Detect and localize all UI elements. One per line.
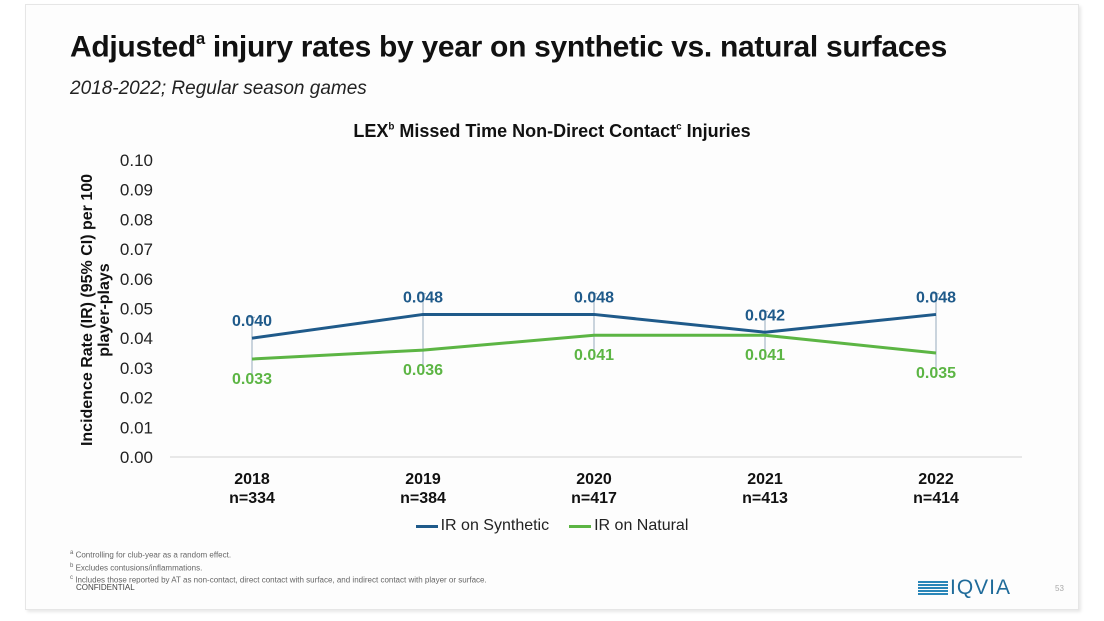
confidential-label: CONFIDENTIAL: [76, 583, 135, 592]
slide-subtitle: 2018-2022; Regular season games: [70, 78, 367, 99]
x-tick-sample-size: n=334: [229, 490, 275, 507]
x-tick-label: 2021: [747, 471, 783, 488]
x-tick-label: 2022: [918, 471, 954, 488]
footnote-c: c Includes those reported by AT as non-c…: [70, 573, 487, 586]
series-lines: [251, 312, 937, 361]
x-tick-sample-size: n=414: [913, 490, 959, 507]
logo-bars-icon: [918, 581, 948, 595]
data-label-synthetic: 0.040: [232, 313, 272, 330]
y-tick-label: 0.08: [120, 210, 153, 229]
page-number: 53: [1055, 584, 1064, 593]
data-label-natural: 0.033: [232, 371, 272, 388]
slide-frame: [25, 4, 1079, 610]
logo-text: IQVIA: [950, 576, 1012, 599]
data-label-synthetic: 0.042: [745, 307, 785, 324]
y-tick-label: 0.06: [120, 270, 153, 289]
legend-swatch-natural: [569, 524, 592, 528]
series-line-natural: [251, 333, 937, 361]
chart-title-footnote-c: c: [676, 121, 682, 133]
series-line-synthetic: [251, 312, 937, 340]
chart-title-part: LEX: [353, 121, 389, 141]
title-text: Adjusted: [70, 30, 196, 64]
data-label-synthetic: 0.048: [403, 289, 443, 306]
slide-title: Adjusteda injury rates by year on synthe…: [70, 30, 947, 64]
error-bars: [249, 293, 939, 383]
data-labels: 0.040 0.048 0.048 0.042 0.048 0.033 0.036 0.041…: [232, 289, 956, 388]
legend-label: IR on Synthetic: [440, 517, 550, 534]
x-tick-label: 2018: [234, 471, 270, 488]
data-label-synthetic: 0.048: [916, 289, 956, 306]
y-tick-label: 0.04: [120, 329, 153, 348]
title-text-rest: injury rates by year on synthetic vs. na…: [204, 30, 947, 64]
legend-swatch-synthetic: [415, 524, 438, 528]
legend-item-synthetic[interactable]: IR on Synthetic: [415, 517, 550, 535]
legend-item-natural[interactable]: IR on Natural: [569, 517, 688, 535]
data-label-natural: 0.035: [916, 365, 956, 382]
footnotes: a Controlling for club-year as a random …: [70, 548, 487, 586]
legend-label: IR on Natural: [594, 517, 689, 534]
footnote-mark: b: [70, 562, 74, 569]
x-axis-ticks: 2018 n=334 2019 n=384 2020 n=417 2021 n=413 2022…: [229, 471, 959, 507]
x-tick-sample-size: n=384: [400, 490, 446, 507]
y-tick-label: 0.09: [120, 181, 153, 200]
y-tick-label: 0.05: [120, 300, 153, 319]
y-axis-label: Incidence Rate (IR) (95% CI) per 100 play…: [79, 174, 113, 446]
chart-title-footnote-b: b: [388, 121, 395, 133]
y-axis-label-line: player-plays: [96, 263, 113, 356]
x-tick-label: 2020: [576, 471, 612, 488]
x-tick-sample-size: n=413: [742, 490, 788, 507]
y-axis-label-line: Incidence Rate (IR) (95% CI) per 100: [79, 174, 96, 446]
iqvia-logo: IQVIA: [918, 576, 1011, 600]
data-label-natural: 0.036: [403, 362, 443, 379]
title-footnote-mark: a: [195, 30, 205, 48]
chart-legend: IR on Synthetic IR on Natural: [0, 517, 1104, 535]
footnote-mark: c: [70, 575, 73, 582]
x-tick-sample-size: n=417: [571, 490, 617, 507]
y-tick-label: 0.01: [120, 418, 153, 437]
data-label-synthetic: 0.048: [574, 289, 614, 306]
x-tick-label: 2019: [405, 471, 441, 488]
chart-title-part: Missed Time Non-Direct Contact: [394, 121, 677, 141]
data-label-natural: 0.041: [745, 347, 785, 364]
y-tick-label: 0.00: [120, 448, 153, 467]
chart-title: LEXb Missed Time Non-Direct Contactc Inj…: [0, 121, 1104, 142]
footnote-b: b Excludes contusions/inflammations.: [70, 561, 487, 574]
y-tick-label: 0.02: [120, 389, 153, 408]
data-label-natural: 0.041: [574, 347, 614, 364]
footnote-text: Includes those reported by AT as non-con…: [75, 575, 487, 585]
footnote-mark: a: [70, 550, 74, 556]
footnote-text: Excludes contusions/inflammations.: [75, 563, 203, 573]
footnote-text: Controlling for club-year as a random ef…: [75, 550, 232, 560]
y-tick-label: 0.07: [120, 240, 153, 259]
y-axis-ticks: 0.00 0.01 0.02 0.03 0.04 0.05 0.06 0.07 0.08 0.09…: [120, 151, 153, 467]
chart-title-part: Injuries: [681, 121, 751, 141]
y-tick-label: 0.10: [120, 151, 153, 170]
footnote-a: a Controlling for club-year as a random …: [70, 548, 487, 561]
y-tick-label: 0.03: [120, 359, 153, 378]
